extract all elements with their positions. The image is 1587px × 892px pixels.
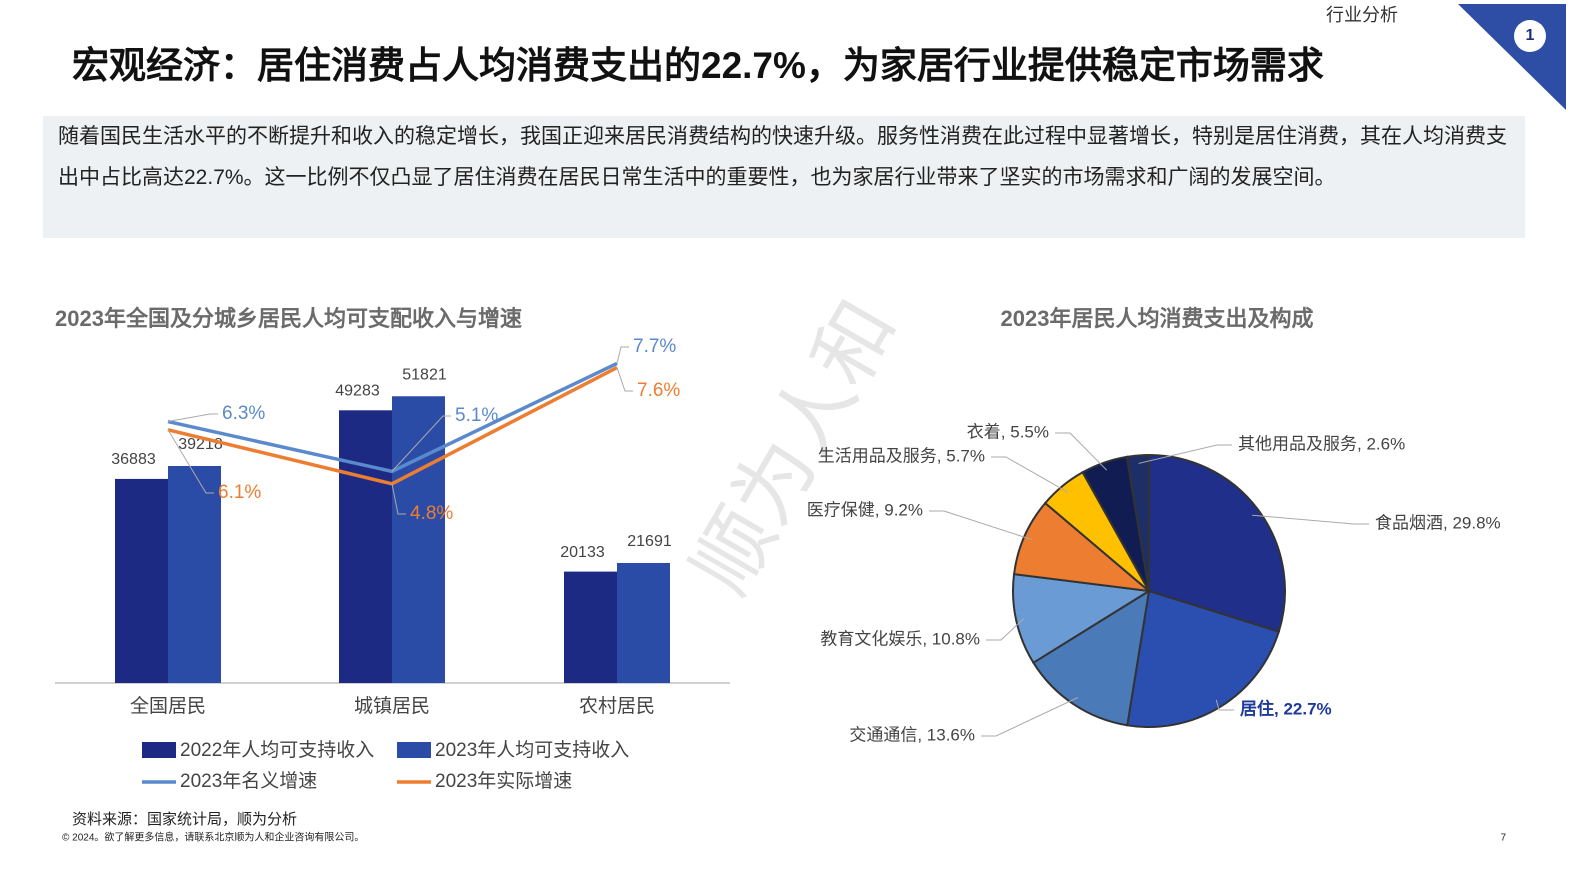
bar: [168, 465, 221, 683]
bar-value-label: 36883: [111, 451, 156, 468]
section-label: 行业分析: [1326, 5, 1398, 25]
line-value-label: 7.6%: [637, 380, 680, 401]
leader-line: [1215, 699, 1234, 711]
chart-title: 2023年居民人均消费支出及构成: [1001, 306, 1314, 331]
leader-line: [616, 346, 629, 364]
bar: [617, 562, 670, 683]
pie-label: 交通通信, 13.6%: [849, 725, 975, 744]
line-value-label: 7.7%: [633, 336, 676, 357]
leader-line: [391, 483, 406, 515]
bar-value-label: 21691: [627, 533, 672, 550]
leader-line: [991, 456, 1068, 493]
pie-label: 医疗保健, 9.2%: [807, 500, 923, 519]
source: 资料来源：国家统计局，顺为分析: [72, 811, 297, 828]
pie-label: 食品烟酒, 29.8%: [1375, 513, 1501, 532]
pie-label: 衣着, 5.5%: [967, 422, 1049, 441]
leader-line: [929, 510, 1032, 541]
chart-title: 2023年全国及分城乡居民人均可支配收入与增速: [55, 306, 522, 331]
pie-label: 居住, 22.7%: [1240, 698, 1332, 718]
legend-label: 2023年实际增速: [435, 770, 572, 792]
leader-line: [981, 697, 1079, 737]
bar-value-label: 49283: [335, 383, 380, 400]
leader-line: [391, 415, 451, 472]
leader-line: [167, 413, 218, 423]
bar: [115, 478, 168, 683]
badge-circle: [1514, 20, 1546, 52]
badge-shape: [1458, 4, 1566, 110]
x-tick-label: 农村居民: [579, 695, 655, 717]
leader-line: [167, 429, 214, 494]
pie-slice: [1012, 573, 1152, 665]
leader-line: [1252, 514, 1369, 525]
pie-label: 其他用品及服务, 2.6%: [1238, 434, 1405, 453]
bar-value-label: 51821: [402, 366, 447, 383]
legend-label: 2023年人均可支持收入: [435, 739, 629, 761]
leader-line: [1055, 432, 1108, 471]
badge-number: 1: [1526, 27, 1535, 44]
pie-slice: [1125, 453, 1150, 592]
bar: [392, 396, 445, 683]
bar: [564, 571, 617, 683]
x-tick-label: 全国居民: [130, 695, 206, 717]
footer: © 2024。欲了解更多信息，请联系北京顺为人和企业咨询有限公司。: [62, 831, 364, 844]
x-tick-label: 城镇居民: [354, 695, 430, 717]
line-value-label: 4.8%: [410, 503, 453, 524]
summary: 随着国民生活水平的不断提升和收入的稳定增长，我国正迎来居民消费结构的快速升级。服…: [43, 116, 1525, 238]
legend-swatch: [397, 742, 431, 758]
leader-line: [616, 367, 633, 392]
legend-swatch: [142, 742, 176, 758]
pie-label: 生活用品及服务, 5.7%: [818, 446, 985, 465]
legend-label: 2022年人均可支持收入: [180, 739, 374, 761]
bar-value-label: 20133: [560, 544, 605, 561]
page-title: 宏观经济：居住消费占人均消费支出的22.7%，为家居行业提供稳定市场需求: [72, 44, 1324, 86]
line-value-label: 6.3%: [222, 403, 265, 424]
pie-label: 教育文化娱乐, 10.8%: [820, 629, 980, 648]
leader-line: [986, 617, 1025, 641]
line-value-label: 6.1%: [218, 482, 261, 503]
page-number: 7: [1500, 833, 1506, 844]
pie-slice: [1148, 453, 1286, 633]
pie-slice: [1012, 501, 1153, 593]
leader-line: [1138, 444, 1232, 464]
pie-slice: [1126, 589, 1281, 728]
legend-label: 2023年名义增速: [180, 770, 317, 792]
pie-slice: [1032, 588, 1151, 727]
line-value-label: 5.1%: [455, 405, 498, 426]
bar: [339, 410, 392, 683]
